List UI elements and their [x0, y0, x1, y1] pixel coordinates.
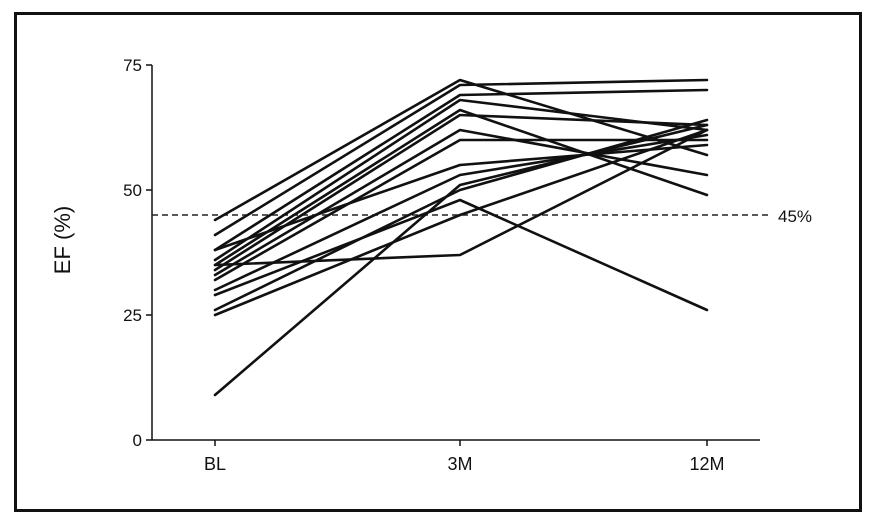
series-line-10 [213, 133, 709, 292]
y-tick-label: 25 [123, 306, 142, 325]
series-line-13 [213, 128, 709, 317]
series-line-7 [213, 128, 709, 277]
series-line-1 [213, 78, 709, 222]
series-line-2 [213, 78, 709, 237]
chart-frame [14, 12, 862, 512]
reference-line-label: 45% [778, 207, 812, 226]
axes: 0 25 50 75 BL 3M 12M [123, 56, 760, 474]
y-tick-label: 50 [123, 181, 142, 200]
series-line-5 [213, 108, 709, 267]
series-line-8 [213, 138, 709, 282]
series-line-3 [213, 88, 709, 252]
x-tick-label: 12M [689, 454, 724, 474]
y-axis-label: EF (%) [50, 206, 75, 274]
y-tick-label: 75 [123, 56, 142, 75]
reference-line-group: 45% [152, 207, 812, 226]
series-line-9 [213, 143, 709, 252]
series-line-11 [213, 198, 709, 312]
series-line-6 [213, 113, 709, 272]
series-lines [213, 78, 709, 397]
series-line-4 [213, 98, 709, 262]
series-line-12 [213, 118, 709, 312]
y-tick-label: 0 [133, 431, 142, 450]
series-line-14 [213, 128, 709, 267]
x-tick-label: 3M [447, 454, 472, 474]
x-tick-label: BL [204, 454, 226, 474]
series-line-15 [213, 123, 709, 397]
